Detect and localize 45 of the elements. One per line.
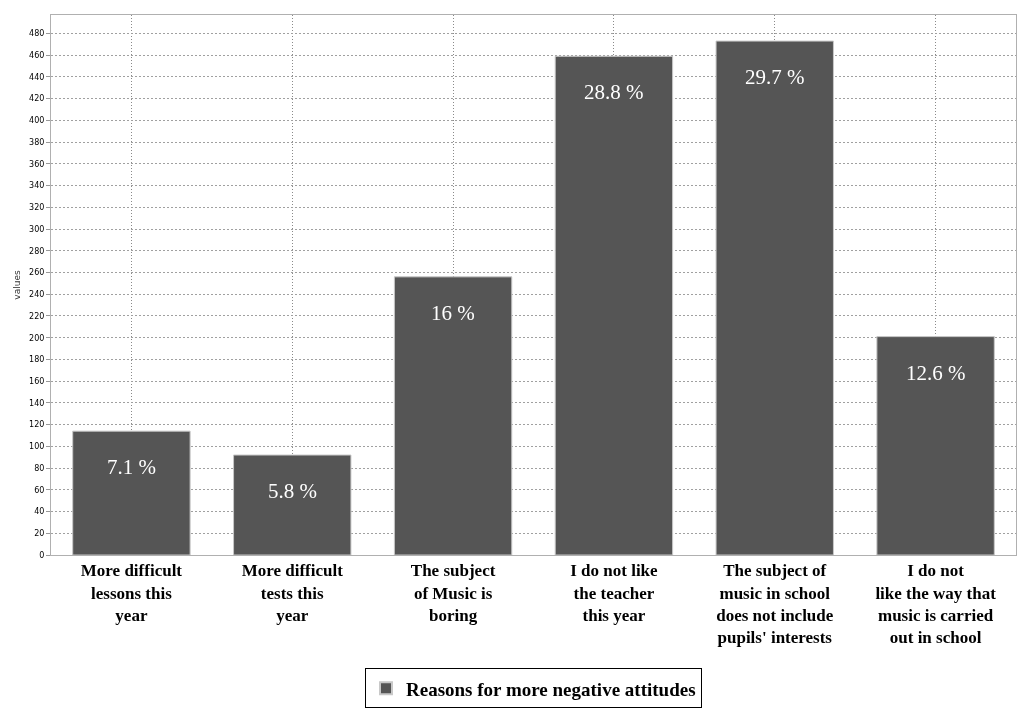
- legend-label: Reasons for more negative attitudes: [406, 678, 696, 700]
- y-tick-label: 0: [39, 550, 45, 560]
- y-tick-label: 60: [34, 485, 45, 495]
- y-tick-label: 140: [29, 398, 45, 408]
- x-tick-label: The subject of music in school does not include pupils' interests: [716, 561, 834, 647]
- y-tick-label: 380: [29, 137, 45, 147]
- annotation: 5.8 %: [268, 479, 317, 503]
- annotation: 12.6 %: [906, 361, 966, 385]
- x-tick-label: More difficult lessons this year: [80, 561, 183, 625]
- annotation: 16 %: [431, 301, 475, 325]
- y-tick-label: 240: [29, 290, 45, 300]
- y-tick-label: 100: [29, 442, 45, 452]
- bar: [233, 454, 352, 555]
- y-tick-label: 20: [34, 529, 45, 539]
- y-tick-label: 220: [29, 311, 45, 321]
- x-tick-label: More difficult tests this year: [241, 561, 344, 625]
- annotation: 29.7 %: [745, 65, 805, 89]
- y-tick-label: 260: [29, 268, 45, 278]
- bar: [554, 55, 674, 555]
- annotation: 28.8 %: [584, 80, 644, 104]
- bar: [72, 430, 191, 555]
- x-tick-label: I do not like the teacher this year: [570, 561, 659, 625]
- y-tick-label: 300: [29, 224, 45, 234]
- y-tick-label: 440: [29, 72, 45, 82]
- y-tick-label: 400: [29, 116, 45, 126]
- x-tick-label: I do not like the way that music is carried out in school: [875, 561, 997, 647]
- y-tick-label: 180: [29, 355, 45, 365]
- x-tick-label: The subject of Music is boring: [410, 561, 496, 625]
- y-tick-label: 320: [29, 203, 45, 213]
- y-tick-label: 40: [34, 507, 45, 517]
- y-tick-label: 360: [29, 159, 45, 169]
- y-axis-title: values: [12, 270, 23, 300]
- y-tick-label: 280: [29, 246, 45, 256]
- annotation: 7.1 %: [107, 455, 156, 479]
- y-tick-label: 480: [29, 29, 45, 39]
- y-tick-label: 200: [29, 333, 45, 343]
- y-tick-label: 340: [29, 181, 45, 191]
- y-tick-label: 420: [29, 94, 45, 104]
- bar: [393, 276, 513, 555]
- bar: [876, 336, 995, 555]
- y-tick-label: 120: [29, 420, 45, 430]
- bar: [715, 40, 834, 555]
- y-tick-label: 80: [34, 463, 45, 473]
- y-tick-label: 460: [29, 51, 45, 60]
- y-tick-label: 160: [29, 376, 45, 386]
